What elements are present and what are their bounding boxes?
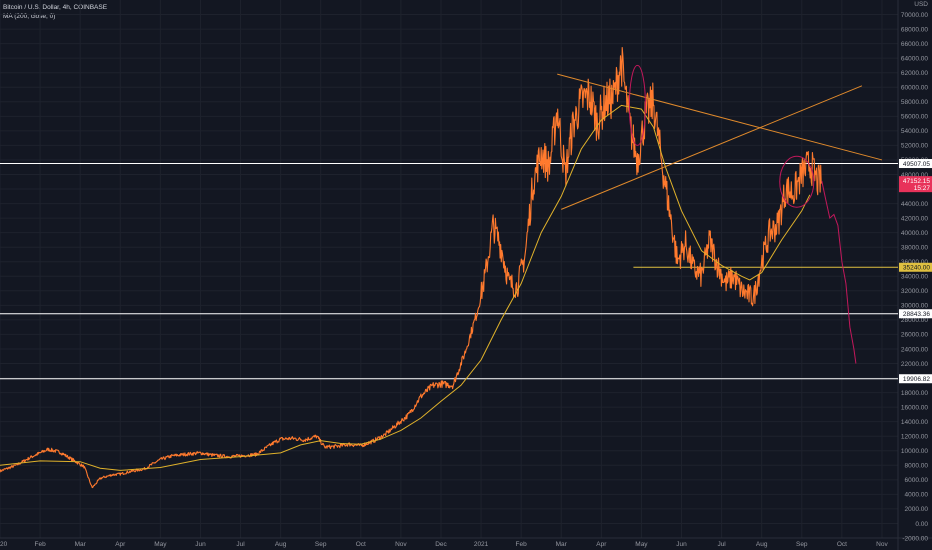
price-tick-label: 64000.00: [901, 55, 928, 62]
price-tick-label: 4000.00: [905, 492, 929, 499]
time-tick-label: Dec: [435, 541, 447, 548]
price-tick-label: 62000.00: [901, 70, 928, 77]
current-price-tag: [899, 176, 932, 193]
time-tick-label: Sep: [796, 541, 808, 548]
price-tick-label: 44000.00: [901, 201, 928, 208]
price-tick-label: 68000.00: [901, 26, 928, 33]
price-tick-label: 60000.00: [901, 85, 928, 92]
time-tick-label: 2020: [0, 541, 8, 548]
countdown-label: 15:27: [914, 185, 931, 192]
time-tick-label: Jun: [195, 541, 206, 548]
time-tick-label: May: [635, 541, 648, 548]
price-tick-label: 12000.00: [901, 434, 928, 441]
price-tick-label: 36000.00: [901, 259, 928, 266]
price-series-line: [0, 46, 823, 489]
price-tick-label: 70000.00: [901, 12, 928, 19]
price-tick-label: 32000.00: [901, 288, 928, 295]
grid: [0, 0, 898, 538]
price-tick-label: 26000.00: [901, 332, 928, 339]
price-tick-label: 40000.00: [901, 230, 928, 237]
horizontal-levels[interactable]: [0, 163, 898, 380]
time-tick-label: Mar: [556, 541, 568, 548]
recent-ellipse-highlight: [779, 155, 815, 208]
time-tick-label: Jul: [717, 541, 726, 548]
level-tag: [899, 159, 932, 169]
time-tick-label: 2021: [474, 541, 489, 548]
level-tag-label: 19906.82: [903, 376, 930, 383]
price-tick-label: 52000.00: [901, 143, 928, 150]
drawings-layer[interactable]: [557, 64, 883, 210]
time-tick-label: Jun: [676, 541, 687, 548]
price-axis-unit: USD: [914, 1, 928, 8]
time-tick-label: Feb: [516, 541, 528, 548]
symbol-title[interactable]: Bitcoin / U.S. Dollar, 4h, COINBASE: [3, 4, 108, 11]
level-tag: [899, 309, 932, 319]
series-layer: [0, 46, 857, 489]
price-tick-label: 6000.00: [905, 477, 929, 484]
price-tick-label: 30000.00: [901, 303, 928, 310]
price-tick-label: 22000.00: [901, 361, 928, 368]
price-tick-label: 58000.00: [901, 99, 928, 106]
time-tick-label: Apr: [115, 541, 126, 548]
price-tick-label: 66000.00: [901, 41, 928, 48]
price-tick-label: 14000.00: [901, 419, 928, 426]
time-axis[interactable]: 2020 Feb Mar Apr May Jun Jul Aug Sep Oct Nov Dec 202…: [0, 537, 932, 548]
time-tick-label: Oct: [356, 541, 366, 548]
price-tick-label: 24000.00: [901, 346, 928, 353]
top-left-box-highlight: [628, 64, 646, 146]
price-tick-label: 16000.00: [901, 404, 928, 411]
time-tick-label: Sep: [315, 541, 327, 548]
price-tick-label: 48000.00: [901, 172, 928, 179]
level-tag-label: 35240.00: [903, 265, 930, 272]
descending-trendline: [557, 73, 883, 161]
ma200-line: [0, 104, 811, 471]
level-tag: [899, 262, 932, 272]
time-tick-label: Mar: [75, 541, 87, 548]
price-tick-label: -2000.00: [902, 535, 928, 542]
time-tick-label: May: [154, 541, 167, 548]
price-axis[interactable]: 0.00 2000.00 4000.00 6000.00 8000.00 10000.00…: [897, 0, 929, 550]
time-tick-label: Nov: [876, 541, 888, 548]
price-tick-label: 18000.00: [901, 390, 928, 397]
level-tag-label: 28843.36: [903, 311, 930, 318]
ascending-trendline: [561, 85, 863, 210]
time-tick-label: Aug: [275, 541, 287, 548]
price-tick-label: 8000.00: [905, 463, 929, 470]
time-tick-label: Aug: [756, 541, 768, 548]
time-tick-label: Apr: [596, 541, 607, 548]
time-tick-label: Jul: [236, 541, 245, 548]
price-tags: 49507.05 35240.00 28843.36 19906.82 47152.15…: [899, 159, 932, 384]
price-tick-label: 28000.00: [901, 317, 928, 324]
level-tag: [899, 374, 932, 384]
current-price-label: 47152.15: [903, 178, 930, 185]
level-tag-label: 49507.05: [903, 161, 930, 168]
time-tick-label: Oct: [837, 541, 847, 548]
time-tick-label: Feb: [34, 541, 46, 548]
price-tick-label: 38000.00: [901, 244, 928, 251]
price-tick-label: 56000.00: [901, 114, 928, 121]
price-tick-label: 54000.00: [901, 128, 928, 135]
price-tick-label: 0.00: [915, 521, 928, 528]
indicator-label[interactable]: MA (200, close, 0): [3, 13, 56, 20]
price-tick-label: 34000.00: [901, 274, 928, 281]
time-tick-label: Nov: [395, 541, 407, 548]
price-tick-label: 2000.00: [905, 506, 929, 513]
price-tick-label: 42000.00: [901, 215, 928, 222]
projection-path: [821, 180, 857, 364]
price-tick-label: 10000.00: [901, 448, 928, 455]
chart-legend: Bitcoin / U.S. Dollar, 4h, COINBASE MA (…: [3, 3, 107, 21]
